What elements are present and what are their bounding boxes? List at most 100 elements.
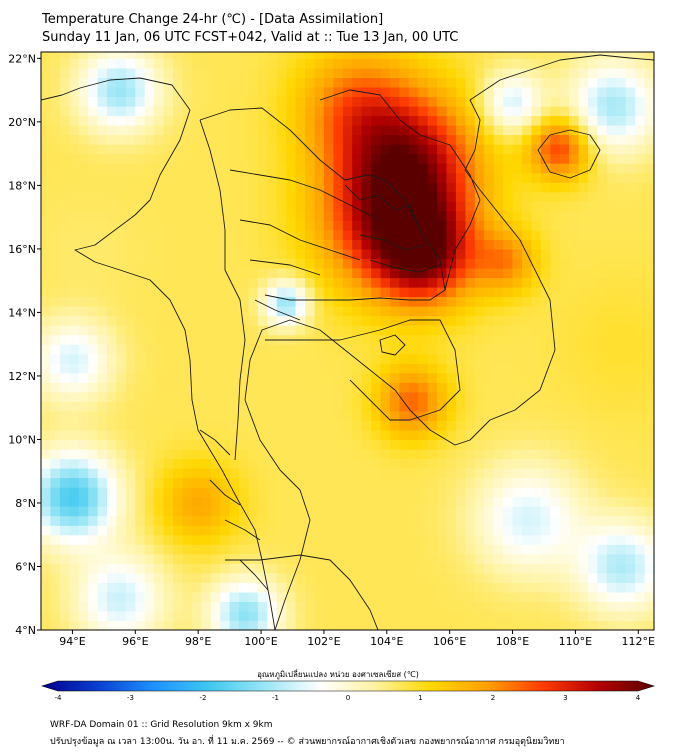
field-cell (465, 106, 476, 117)
field-cell (625, 258, 636, 269)
field-cell (559, 496, 570, 507)
field-cell (267, 439, 278, 450)
field-cell (88, 582, 99, 593)
field-cell (380, 391, 391, 402)
field-cell (305, 248, 316, 259)
field-cell (305, 153, 316, 164)
field-cell (531, 506, 542, 517)
field-cell (389, 391, 400, 402)
field-cell (512, 220, 523, 231)
field-cell (41, 401, 51, 412)
field-cell (154, 553, 165, 564)
field-cell (210, 220, 221, 231)
field-cell (399, 544, 410, 555)
field-cell (493, 410, 504, 421)
field-cell (257, 429, 268, 440)
field-cell (635, 191, 646, 202)
field-cell (644, 449, 654, 460)
field-cell (446, 229, 457, 240)
field-cell (305, 353, 316, 364)
field-cell (456, 544, 466, 555)
field-cell (267, 401, 278, 412)
field-cell (408, 67, 419, 78)
field-cell (59, 458, 70, 469)
field-cell (50, 229, 61, 240)
field-cell (220, 58, 231, 69)
field-cell (569, 382, 580, 393)
field-cell (408, 525, 419, 536)
field-cell (182, 553, 193, 564)
field-cell (125, 620, 136, 630)
field-cell (465, 391, 476, 402)
field-cell (97, 449, 108, 460)
field-cell (540, 220, 551, 231)
field-cell (144, 86, 155, 97)
field-cell (446, 296, 457, 307)
field-cell (229, 553, 240, 564)
field-cell (201, 353, 212, 364)
field-cell (550, 163, 561, 174)
field-cell (239, 296, 249, 307)
field-cell (229, 468, 240, 479)
field-cell (229, 325, 240, 336)
field-cell (503, 239, 514, 250)
field-cell (116, 477, 127, 488)
field-cell (191, 544, 202, 555)
field-cell (323, 67, 334, 78)
field-cell (50, 115, 61, 126)
field-cell (361, 325, 372, 336)
field-cell (352, 363, 363, 374)
field-cell (559, 315, 570, 326)
field-cell (616, 172, 627, 183)
field-cell (267, 210, 278, 221)
field-cell (522, 353, 532, 364)
field-cell (559, 296, 570, 307)
field-cell (380, 496, 391, 507)
field-cell (220, 172, 231, 183)
field-cell (220, 487, 231, 498)
field-cell (59, 277, 70, 288)
field-cell (399, 410, 410, 421)
field-cell (173, 401, 183, 412)
province-lines-2 (344, 184, 441, 273)
field-cell (578, 163, 589, 174)
field-cell (50, 401, 61, 412)
field-cell (559, 258, 570, 269)
field-cell (173, 468, 183, 479)
field-cell (503, 268, 514, 279)
field-cell (342, 220, 353, 231)
field-cell (588, 449, 598, 460)
field-cell (267, 582, 278, 593)
field-cell (616, 210, 627, 221)
field-cell (437, 620, 448, 630)
field-cell (201, 258, 212, 269)
field-cell (503, 506, 514, 517)
field-cell (295, 191, 306, 202)
field-cell (522, 191, 532, 202)
field-cell (456, 144, 466, 155)
field-cell (371, 86, 382, 97)
field-cell (625, 58, 636, 69)
field-cell (41, 268, 51, 279)
field-cell (144, 296, 155, 307)
field-cell (569, 220, 580, 231)
field-cell (116, 325, 127, 336)
field-cell (503, 191, 514, 202)
field-cell (239, 401, 249, 412)
field-cell (220, 620, 231, 630)
field-cell (314, 106, 325, 117)
field-cell (578, 115, 589, 126)
field-cell (540, 239, 551, 250)
field-cell (616, 620, 627, 630)
field-cell (399, 67, 410, 78)
field-cell (522, 134, 532, 145)
field-cell (484, 344, 495, 355)
field-cell (333, 449, 344, 460)
field-cell (69, 620, 80, 630)
field-cell (465, 277, 476, 288)
field-cell (559, 325, 570, 336)
field-cell (588, 591, 598, 602)
field-cell (191, 201, 202, 212)
field-cell (69, 391, 80, 402)
field-cell (654, 440, 664, 450)
